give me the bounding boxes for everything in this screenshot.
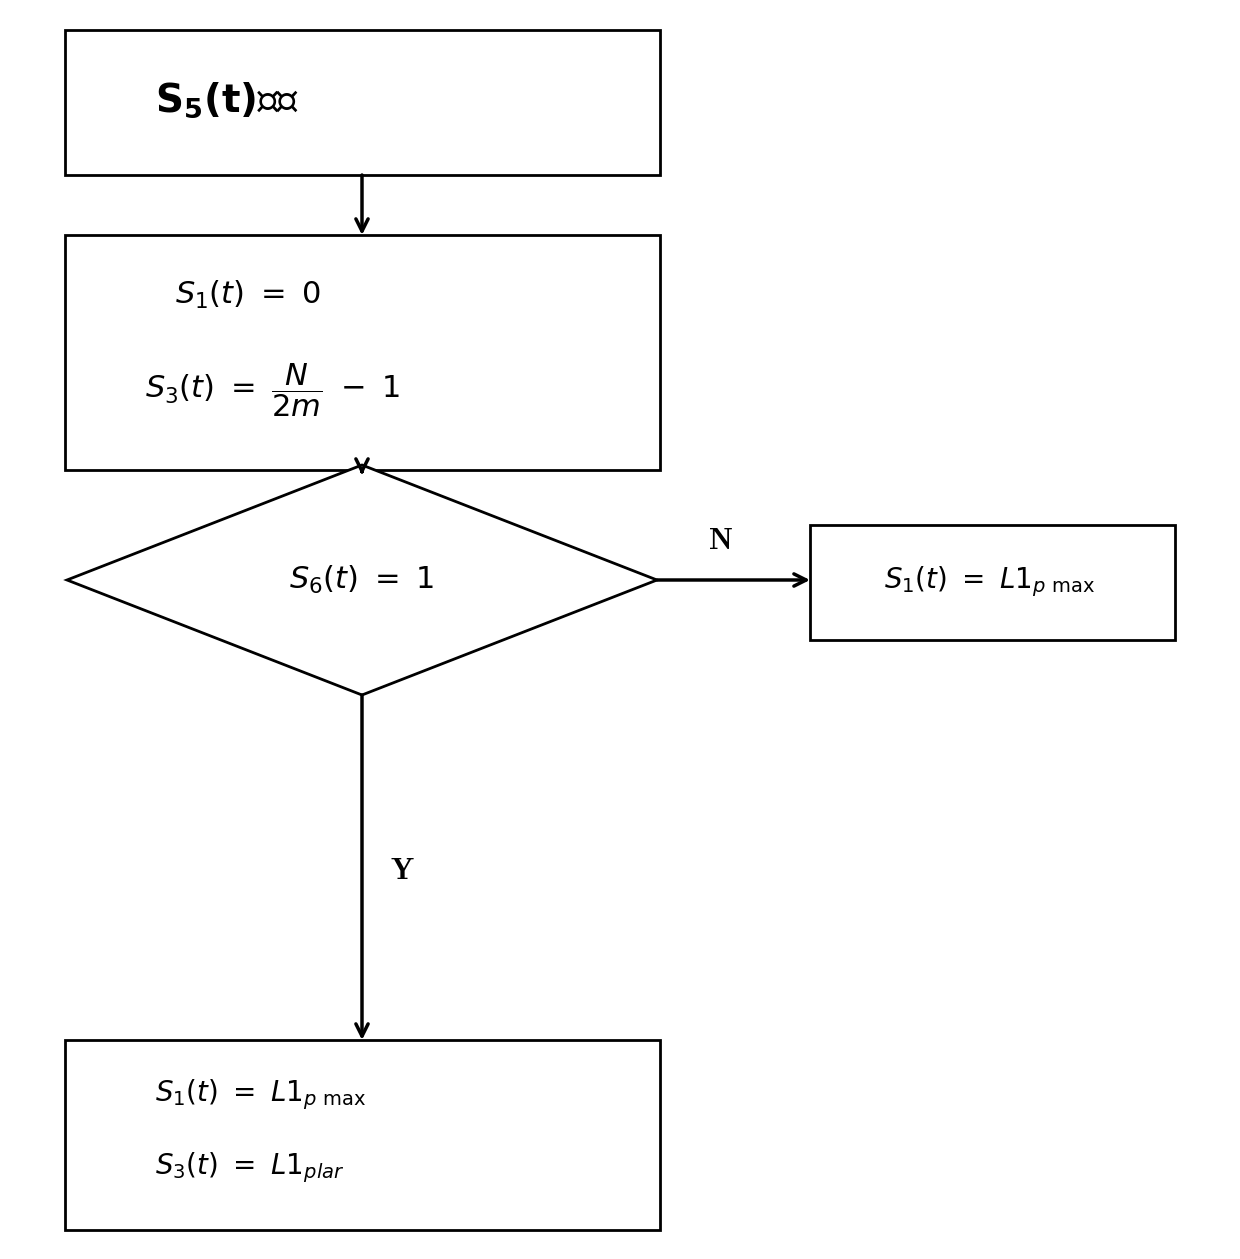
Text: $S_3(t)\ =\ L1_{plar}$: $S_3(t)\ =\ L1_{plar}$ bbox=[155, 1151, 345, 1185]
Bar bbox=[810, 525, 1176, 640]
Bar bbox=[64, 235, 660, 470]
Bar bbox=[64, 30, 660, 175]
Text: $\mathbf{S_5(t)}$有效: $\mathbf{S_5(t)}$有效 bbox=[155, 81, 299, 120]
Text: $\mathbf{Y}$: $\mathbf{Y}$ bbox=[391, 856, 414, 885]
Text: $\mathbf{N}$: $\mathbf{N}$ bbox=[708, 526, 733, 555]
Text: $S_1(t)\ =\ L1_{p\ \mathrm{max}}$: $S_1(t)\ =\ L1_{p\ \mathrm{max}}$ bbox=[155, 1078, 366, 1112]
Text: $S_6(t)\ =\ 1$: $S_6(t)\ =\ 1$ bbox=[289, 564, 435, 596]
Text: $S_1(t)\ =\ L1_{p\ \mathrm{max}}$: $S_1(t)\ =\ L1_{p\ \mathrm{max}}$ bbox=[884, 565, 1096, 599]
Text: $S_1(t)\ =\ 0$: $S_1(t)\ =\ 0$ bbox=[175, 279, 321, 311]
Bar bbox=[64, 1040, 660, 1230]
Text: $S_3(t)\ =\ \dfrac{N}{2m}\ -\ 1$: $S_3(t)\ =\ \dfrac{N}{2m}\ -\ 1$ bbox=[145, 361, 401, 419]
Polygon shape bbox=[67, 465, 657, 695]
